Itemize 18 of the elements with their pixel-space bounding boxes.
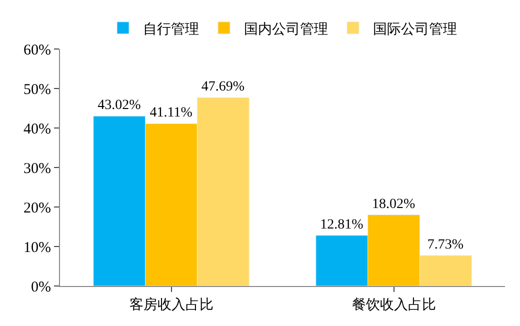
y-tick-label: 60% [24,42,51,58]
y-tick-label: 0% [31,279,51,296]
legend-label: 国内公司管理 [244,21,328,38]
data-label: 18.02% [372,196,416,212]
data-label: 47.69% [201,80,245,95]
y-tick-label: 50% [24,82,51,98]
data-label: 12.81% [320,217,364,232]
data-label: 7.73% [427,237,464,252]
data-label: 43.02% [98,98,142,114]
y-tick-label: 20% [24,200,51,216]
x-tick-label: 客房收入占比 [129,296,214,313]
data-label: 41.11% [150,106,193,121]
legend-label: 自行管理 [143,21,199,38]
y-tick-label: 10% [24,240,51,256]
legend-label: 国际公司管理 [373,21,457,38]
y-tick-label: 40% [24,121,51,138]
y-tick-label: 30% [24,160,51,177]
x-tick-label: 餐饮收入占比 [352,296,436,313]
